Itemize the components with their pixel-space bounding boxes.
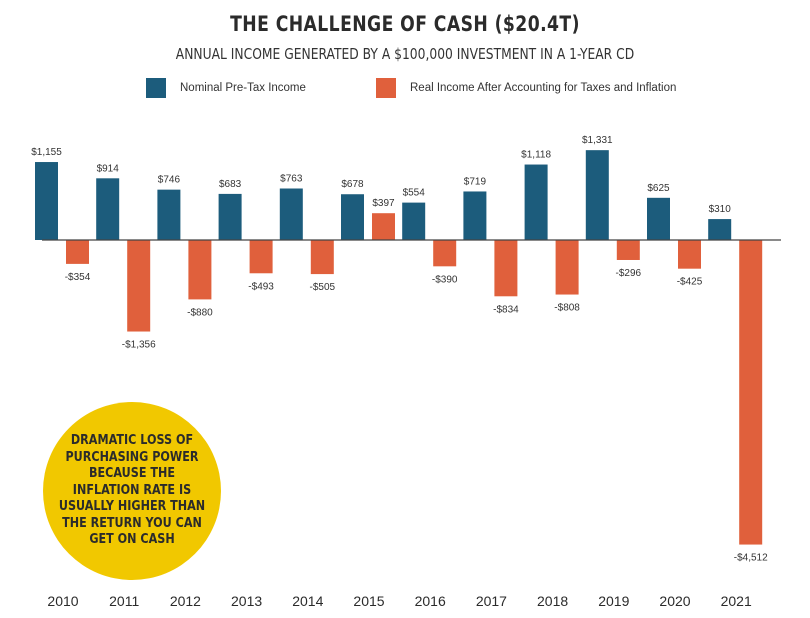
x-tick-2010: 2010 [47, 593, 78, 609]
chart-subtitle: ANNUAL INCOME GENERATED BY A $100,000 IN… [175, 45, 635, 63]
real-bar-2011 [127, 240, 151, 332]
x-tick-2017: 2017 [476, 593, 507, 609]
x-tick-2015: 2015 [353, 593, 384, 609]
nominal-label-2020: $625 [647, 183, 670, 194]
real-label-2021: -$4,512 [734, 553, 768, 564]
real-label-2019: -$296 [616, 268, 642, 279]
real-label-2011: -$1,356 [122, 340, 156, 351]
nominal-label-2018: $1,118 [521, 150, 551, 161]
nominal-label-2021: $310 [709, 204, 732, 215]
real-label-2016: -$390 [432, 274, 458, 285]
real-bar-2016 [433, 240, 457, 267]
real-bar-2021 [739, 240, 763, 545]
x-tick-2014: 2014 [292, 593, 323, 609]
nominal-bar-2020 [647, 197, 670, 240]
real-bar-2017 [494, 240, 518, 297]
nominal-label-2014: $763 [280, 173, 303, 184]
real-label-2020: -$425 [677, 277, 703, 288]
real-bar-2020 [678, 240, 701, 269]
real-label-2013: -$493 [248, 281, 274, 292]
real-label-2017: -$834 [493, 304, 519, 315]
nominal-bar-2011 [96, 178, 120, 240]
nominal-label-2015: $678 [341, 179, 364, 190]
real-label-2014: -$505 [310, 282, 336, 293]
legend-swatch-real [376, 78, 396, 98]
nominal-label-2012: $746 [158, 175, 181, 186]
nominal-bar-2012 [157, 189, 181, 240]
real-bar-2018 [555, 240, 579, 295]
real-label-2010: -$354 [65, 272, 91, 283]
nominal-bar-2019 [585, 150, 609, 240]
x-tick-2019: 2019 [598, 593, 629, 609]
callout-bubble: DRAMATIC LOSS OF PURCHASING POWER BECAUS… [43, 402, 221, 580]
chart-title: THE CHALLENGE OF CASH ($20.4T) [230, 12, 580, 36]
nominal-label-2016: $554 [403, 188, 426, 199]
legend-item-nominal: Nominal Pre-Tax Income [146, 78, 306, 98]
legend-swatch-nominal [146, 78, 166, 98]
nominal-bar-2010 [35, 162, 58, 240]
real-label-2018: -$808 [554, 303, 580, 314]
x-tick-2021: 2021 [721, 593, 752, 609]
real-bar-2015 [372, 213, 395, 240]
nominal-label-2013: $683 [219, 179, 242, 190]
real-bar-2019 [616, 240, 640, 260]
real-bar-2013 [249, 240, 273, 274]
real-label-2012: -$880 [187, 307, 213, 318]
x-tick-2016: 2016 [415, 593, 446, 609]
nominal-bar-2017 [463, 191, 487, 240]
nominal-label-2010: $1,155 [31, 147, 62, 158]
nominal-bar-2018 [524, 164, 548, 240]
nominal-bar-2015 [341, 194, 364, 240]
nominal-label-2019: $1,331 [582, 135, 613, 146]
x-tick-2020: 2020 [659, 593, 690, 609]
legend-item-real: Real Income After Accounting for Taxes a… [376, 78, 676, 98]
nominal-bar-2021 [708, 219, 732, 240]
legend-label-nominal: Nominal Pre-Tax Income [180, 82, 306, 94]
x-tick-2011: 2011 [109, 593, 139, 609]
nominal-bar-2013 [218, 193, 242, 240]
nominal-bar-2014 [279, 188, 303, 240]
real-label-2015: $397 [372, 198, 395, 209]
legend-label-real: Real Income After Accounting for Taxes a… [410, 82, 677, 94]
real-bar-2014 [310, 240, 334, 275]
nominal-label-2017: $719 [464, 176, 487, 187]
x-tick-2012: 2012 [170, 593, 201, 609]
real-bar-2010 [66, 240, 89, 264]
x-tick-2018: 2018 [537, 593, 568, 609]
real-bar-2012 [188, 240, 212, 300]
callout-text: DRAMATIC LOSS OF PURCHASING POWER BECAUS… [58, 433, 206, 548]
x-tick-2013: 2013 [231, 593, 262, 609]
nominal-bar-2016 [402, 202, 426, 240]
nominal-label-2011: $914 [97, 163, 120, 174]
